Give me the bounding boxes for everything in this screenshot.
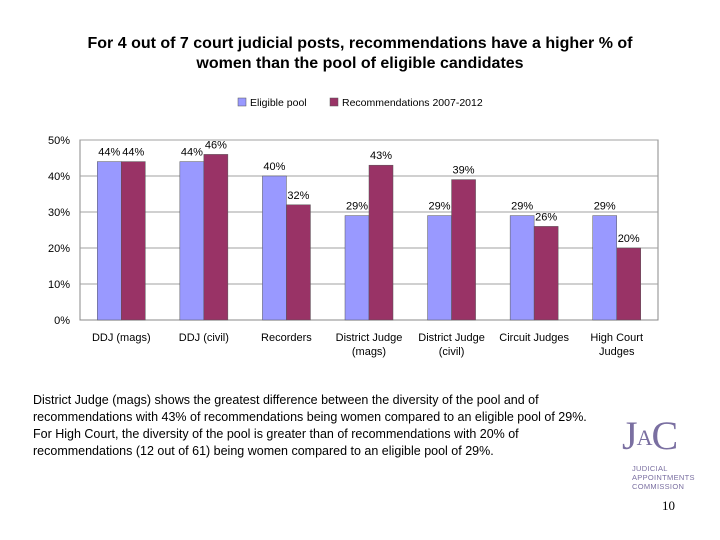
- bar-recommendations: [203, 154, 229, 321]
- x-tick-label: DDJ (civil): [179, 332, 229, 344]
- data-label: 29%: [346, 201, 368, 213]
- data-label: 29%: [429, 201, 451, 213]
- bar-recommendations: [616, 247, 641, 321]
- chart-caption: District Judge (mags) shows the greatest…: [33, 393, 587, 458]
- x-tick-label: High Court: [590, 332, 643, 344]
- logo-line-3: COMMISSION: [632, 482, 685, 491]
- bar-recommendations: [368, 164, 394, 321]
- bar-eligible-pool: [262, 175, 287, 321]
- bar-eligible-pool: [592, 215, 617, 321]
- legend-label: Recommendations 2007-2012: [342, 97, 483, 109]
- y-tick-label: 50%: [48, 135, 70, 147]
- legend-swatch: [237, 97, 247, 107]
- y-tick-label: 40%: [48, 171, 70, 183]
- logo-text: JUDICIAL APPOINTMENTS COMMISSION: [632, 464, 695, 491]
- data-label: 44%: [122, 147, 144, 159]
- bar-recommendations: [451, 179, 476, 321]
- data-label: 29%: [511, 201, 533, 213]
- x-tick-label: DDJ (mags): [92, 332, 151, 344]
- legend-swatch: [329, 97, 339, 107]
- data-label: 39%: [453, 165, 475, 177]
- data-label: 32%: [287, 190, 309, 202]
- data-label: 26%: [535, 211, 557, 223]
- page-number: 10: [662, 498, 675, 513]
- slide-title-line-2: women than the pool of eligible candidat…: [196, 55, 524, 72]
- logo-mark: JAC: [622, 413, 678, 458]
- logo-line-1: JUDICIAL: [632, 464, 668, 473]
- x-tick-label: Recorders: [261, 332, 312, 344]
- x-tick-label: Circuit Judges: [499, 332, 569, 344]
- x-tick-label: Judges: [599, 346, 635, 358]
- data-label: 44%: [98, 147, 120, 159]
- bar-eligible-pool: [344, 215, 370, 321]
- bar-recommendations: [286, 204, 311, 321]
- x-tick-label: (civil): [439, 346, 465, 358]
- data-label: 46%: [205, 139, 227, 151]
- slide-title: For 4 out of 7 court judicial posts, rec…: [20, 34, 700, 74]
- bar-chart: 0%10%20%30%40%50%44% 44%DDJ (mags)44%46%D…: [48, 97, 659, 358]
- bar-eligible-pool: [509, 215, 535, 321]
- bar-recommendations: [533, 226, 559, 321]
- x-tick-label: District Judge: [418, 332, 485, 344]
- logo-line-2: APPOINTMENTS: [632, 473, 695, 482]
- x-tick-label: (mags): [352, 346, 386, 358]
- y-tick-label: 30%: [48, 207, 70, 219]
- y-tick-label: 20%: [48, 243, 70, 255]
- data-label: 29%: [594, 201, 616, 213]
- data-label: 43%: [370, 150, 392, 162]
- bar-recommendations: [121, 161, 146, 321]
- jac-logo: JAC JUDICIAL APPOINTMENTS COMMISSION: [616, 414, 706, 504]
- slide-title-line-1: For 4 out of 7 court judicial posts, rec…: [87, 35, 633, 52]
- data-label: 44%: [181, 147, 203, 159]
- x-tick-label: District Judge: [336, 332, 403, 344]
- data-label: 20%: [618, 233, 640, 245]
- legend-label: Eligible pool: [250, 97, 307, 109]
- y-tick-label: 0%: [54, 315, 70, 327]
- bar-eligible-pool: [97, 161, 122, 321]
- bar-eligible-pool: [427, 215, 452, 321]
- bar-eligible-pool: [179, 161, 205, 321]
- data-label: 40%: [263, 161, 285, 173]
- y-tick-label: 10%: [48, 279, 70, 291]
